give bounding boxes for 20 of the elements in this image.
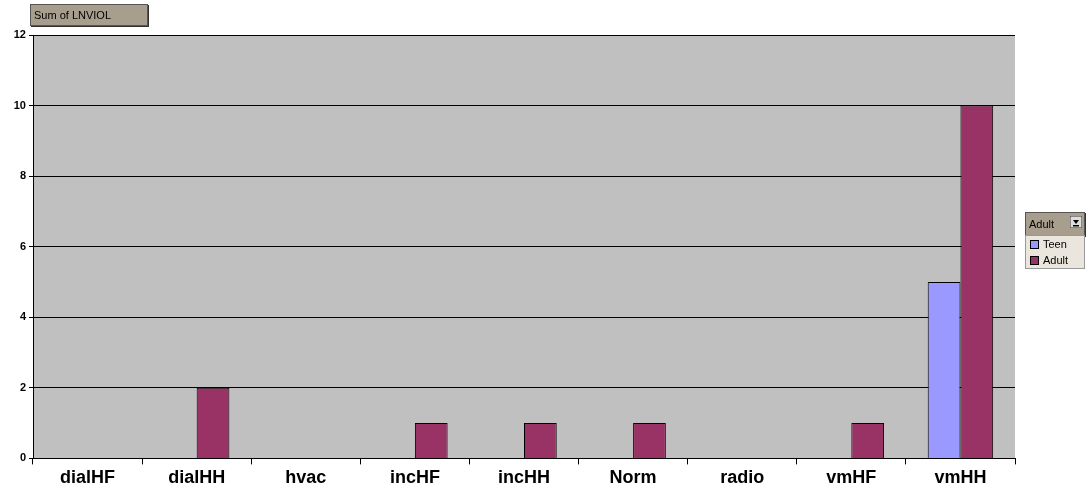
y-tick-label: 6 <box>19 239 26 252</box>
legend-label: Adult <box>1043 254 1069 266</box>
x-tick-label: Norm <box>609 467 657 488</box>
x-tick-label: radio <box>720 467 765 488</box>
y-tick-label: 10 <box>13 98 26 111</box>
legend-label: Teen <box>1043 238 1067 250</box>
legend-title: Adult <box>1029 218 1055 230</box>
x-tick-label: incHH <box>497 467 551 488</box>
y-tick-label: 12 <box>13 28 26 41</box>
y-tick-label: 2 <box>19 380 26 393</box>
x-tick-label: vmHF <box>826 467 877 488</box>
x-tick-label: dialHF <box>60 467 116 488</box>
y-tick-label: 0 <box>19 451 26 464</box>
x-tick-label: incHF <box>389 467 440 488</box>
x-tick-label: hvac <box>285 467 327 488</box>
x-tick-label: dialHH <box>168 467 226 488</box>
chart-title: Sum of LNVIOL <box>30 4 148 26</box>
x-tick-label: vmHH <box>934 467 987 488</box>
y-tick-label: 8 <box>19 169 26 182</box>
y-tick-label: 4 <box>19 310 27 323</box>
